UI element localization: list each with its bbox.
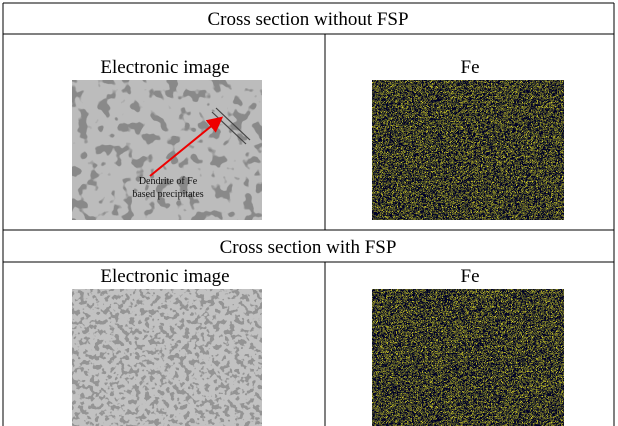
section-title: Cross section without FSP <box>207 9 408 30</box>
annotation: Dendrite of Fe <box>139 176 198 187</box>
cell-label: Fe <box>461 266 480 287</box>
cell-label: Electronic image <box>100 57 229 78</box>
document: Cross section without FSP Electronic ima… <box>0 0 618 426</box>
annotation: based precipitates <box>132 189 203 200</box>
fe-map <box>372 80 564 220</box>
fe-map <box>372 289 564 426</box>
electron-image <box>72 289 262 426</box>
section-title: Cross section with FSP <box>220 237 397 258</box>
cell-label: Electronic image <box>100 266 229 287</box>
cell-label: Fe <box>461 57 480 78</box>
